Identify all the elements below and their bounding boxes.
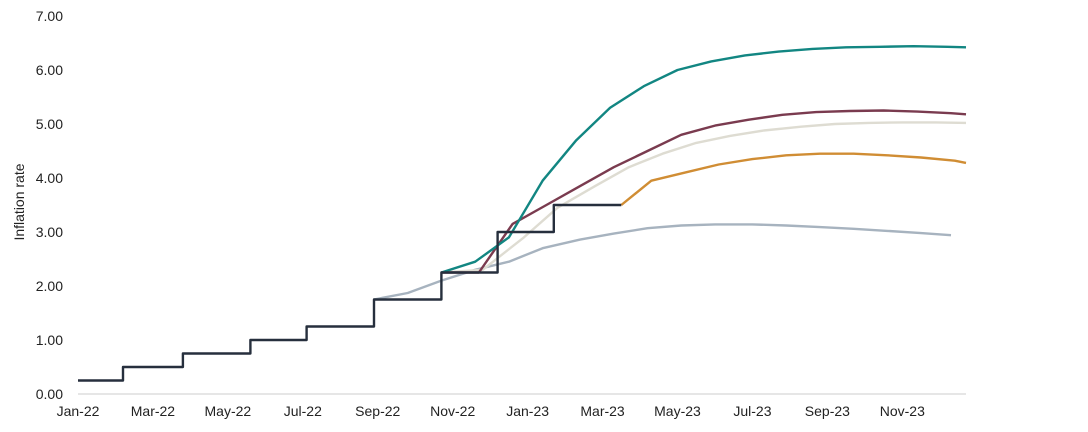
y-tick-label: 3.00 — [36, 224, 63, 240]
y-tick-labels: 0.00 1.00 2.00 3.00 4.00 5.00 6.00 7.00 — [36, 8, 63, 402]
x-tick-labels: Jan-22 Mar-22 May-22 Jul-22 Sep-22 Nov-22 Jan-… — [57, 403, 925, 419]
y-tick-label: 5.00 — [36, 116, 63, 132]
x-tick-label: Nov-23 — [880, 403, 925, 419]
x-tick-label: Mar-22 — [131, 403, 176, 419]
series-line-projection-mid-high — [441, 109, 967, 274]
x-tick-label: Nov-22 — [430, 403, 475, 419]
series-line-actual — [78, 203, 622, 382]
y-tick-label: 0.00 — [36, 386, 63, 402]
x-tick-label: Sep-23 — [805, 403, 850, 419]
x-tick-label: Jul-22 — [284, 403, 322, 419]
x-tick-label: May-23 — [654, 403, 701, 419]
series-lines — [78, 45, 967, 382]
x-tick-label: Jan-22 — [57, 403, 100, 419]
y-tick-label: 2.00 — [36, 278, 63, 294]
y-tick-label: 1.00 — [36, 332, 63, 348]
y-axis-label: Inflation rate — [11, 163, 27, 240]
x-tick-label: Jul-23 — [733, 403, 771, 419]
x-tick-label: May-22 — [205, 403, 252, 419]
y-tick-label: 4.00 — [36, 170, 63, 186]
x-tick-label: Jan-23 — [506, 403, 549, 419]
y-tick-label: 6.00 — [36, 62, 63, 78]
series-line-projection-alt — [620, 152, 967, 206]
series-line-projection-high — [441, 45, 967, 274]
x-tick-label: Sep-22 — [355, 403, 400, 419]
y-tick-label: 7.00 — [36, 8, 63, 24]
series-line-projection-low — [373, 223, 952, 301]
series-line-projection-mid — [441, 121, 967, 274]
x-tick-label: Mar-23 — [580, 403, 625, 419]
